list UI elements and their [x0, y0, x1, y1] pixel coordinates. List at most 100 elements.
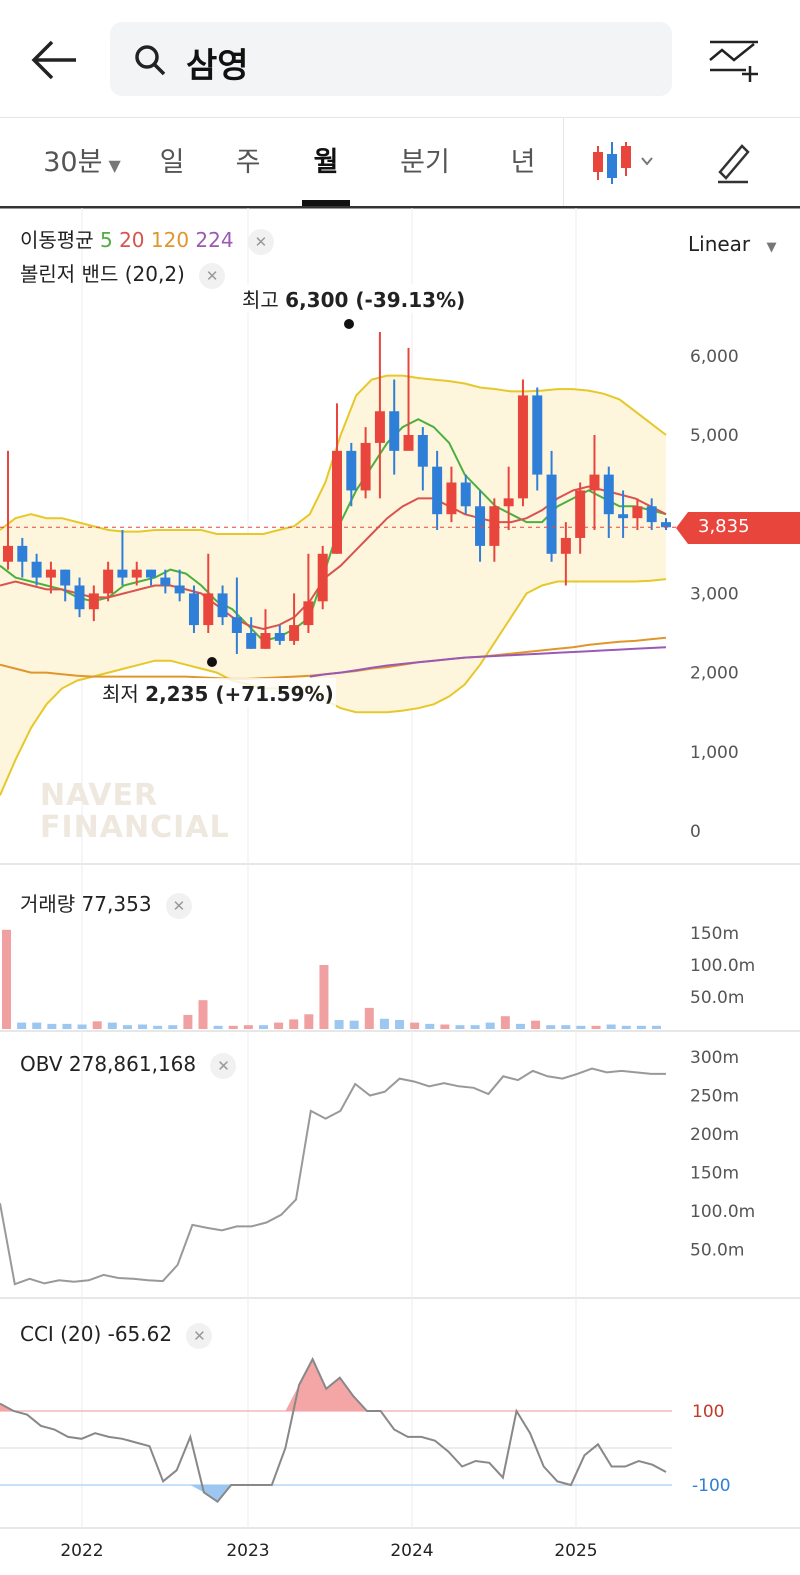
- tab-year[interactable]: 년: [510, 147, 536, 178]
- volume-bar: [168, 1025, 178, 1029]
- candle-body: [632, 506, 643, 519]
- volume-bar: [183, 1014, 193, 1029]
- volume-bar: [500, 1016, 510, 1029]
- volume-bar: [470, 1025, 480, 1029]
- high-annotation: 최고 6,300 (-39.13%): [240, 284, 468, 313]
- volume-bar: [395, 1020, 405, 1029]
- candle-body: [503, 498, 514, 507]
- back-button[interactable]: [28, 34, 80, 86]
- ma120-label: 120: [150, 228, 190, 252]
- volume-bar: [576, 1025, 586, 1029]
- volume-bar: [621, 1025, 631, 1029]
- candle-body: [160, 577, 171, 586]
- volume-legend: 거래량 77,353 ✕: [20, 888, 192, 919]
- obv-legend: OBV 278,861,168 ✕: [20, 1052, 237, 1079]
- volume-y-tick-label: 50.0m: [690, 988, 744, 1008]
- volume-bar: [92, 1021, 102, 1029]
- x-tick-label: 2022: [60, 1541, 103, 1561]
- volume-bar: [531, 1020, 541, 1029]
- axis-labels: 2022 2023 2024 2025 6,000 5,000 3,000 2,000 1,00…: [60, 347, 755, 1561]
- volume-bar: [319, 965, 329, 1029]
- cci-y-tick-label: 100: [692, 1402, 724, 1422]
- candle-body: [231, 617, 242, 633]
- candle-body: [260, 633, 271, 649]
- compare-chart-button[interactable]: [706, 36, 762, 86]
- tab-30min[interactable]: 30분 ▼: [36, 140, 128, 184]
- volume-bar: [304, 1014, 314, 1029]
- ma20-line: [0, 485, 667, 631]
- candle-body: [517, 395, 528, 499]
- high-value: 6,300 (-39.13%): [285, 288, 466, 312]
- obv-line: [0, 1067, 666, 1286]
- close-icon[interactable]: ✕: [210, 1052, 237, 1079]
- volume-bar: [258, 1025, 268, 1029]
- volume-bar: [515, 1023, 525, 1029]
- obv-y-tick-label: 50.0m: [690, 1241, 744, 1261]
- tab-day[interactable]: 일: [159, 147, 185, 178]
- volume-bar: [606, 1024, 616, 1029]
- volume-bar: [652, 1025, 661, 1029]
- candle-body: [174, 585, 185, 594]
- volume-bar: [32, 1022, 42, 1029]
- low-value: 2,235 (+71.59%): [145, 682, 334, 706]
- candle-body: [603, 474, 614, 515]
- tab-label: 30분: [43, 147, 103, 178]
- draw-tool-button[interactable]: [712, 138, 752, 184]
- watermark-line: NAVER: [40, 778, 159, 813]
- volume-y-tick-label: 150m: [690, 924, 739, 944]
- volume-bar: [77, 1024, 87, 1029]
- tab-week[interactable]: 주: [235, 147, 261, 178]
- ma120-line: [0, 636, 667, 680]
- volume-bar: [410, 1022, 420, 1029]
- x-tick-label: 2023: [226, 1541, 269, 1561]
- search-icon: [135, 45, 166, 76]
- search-input[interactable]: 삼영: [110, 22, 672, 96]
- volume-bar: [636, 1025, 646, 1029]
- tab-quarter[interactable]: 분기: [400, 147, 450, 178]
- candle-body: [589, 474, 600, 491]
- close-icon[interactable]: ✕: [165, 892, 192, 919]
- volume-bar: [546, 1025, 556, 1029]
- volume-bar: [153, 1025, 163, 1029]
- watermark: NAVER FINANCIAL: [40, 780, 230, 844]
- ma224-line: [309, 646, 667, 678]
- volume-bar: [349, 1020, 359, 1029]
- low-label: 최저: [102, 682, 139, 706]
- candle-body: [389, 411, 400, 451]
- scale-select[interactable]: Linear ▼: [688, 232, 777, 256]
- obv-y-tick-label: 200m: [690, 1125, 739, 1145]
- volume-bar: [425, 1023, 435, 1029]
- y-tick-label: 6,000: [690, 347, 739, 367]
- volume-bar: [274, 1022, 284, 1029]
- ma-label: 이동평균: [20, 228, 94, 252]
- candle-body: [60, 569, 71, 586]
- close-icon[interactable]: ✕: [199, 262, 226, 289]
- chevron-down-icon: ▼: [766, 240, 777, 255]
- tab-month[interactable]: 월: [313, 147, 339, 178]
- close-icon[interactable]: ✕: [186, 1322, 213, 1349]
- chart-type-button[interactable]: [590, 140, 662, 186]
- obv-label: OBV 278,861,168: [20, 1052, 197, 1076]
- bollinger-upper-line: [0, 374, 667, 535]
- top-bar: 삼영: [0, 0, 800, 118]
- candle-body: [475, 506, 486, 546]
- volume-bar: [561, 1025, 571, 1029]
- candle-body: [432, 466, 443, 515]
- chart-add-icon: [709, 40, 758, 82]
- candle-body: [661, 522, 671, 528]
- candle-body: [17, 545, 28, 562]
- volume-bar: [17, 1022, 27, 1029]
- obv-y-tick-label: 150m: [690, 1164, 739, 1184]
- candle-series: [0, 332, 676, 654]
- volume-bar: [591, 1025, 601, 1029]
- candle-body: [146, 569, 157, 578]
- volume-bar: [47, 1023, 57, 1029]
- volume-label: 거래량 77,353: [20, 892, 152, 916]
- cci-legend: CCI (20) -65.62 ✕: [20, 1322, 213, 1349]
- close-icon[interactable]: ✕: [247, 228, 274, 255]
- low-annotation: 최저 2,235 (+71.59%): [100, 678, 336, 707]
- candle-body: [303, 601, 314, 626]
- candle-body: [618, 514, 629, 519]
- volume-bar: [440, 1024, 450, 1029]
- candle-body: [74, 585, 85, 610]
